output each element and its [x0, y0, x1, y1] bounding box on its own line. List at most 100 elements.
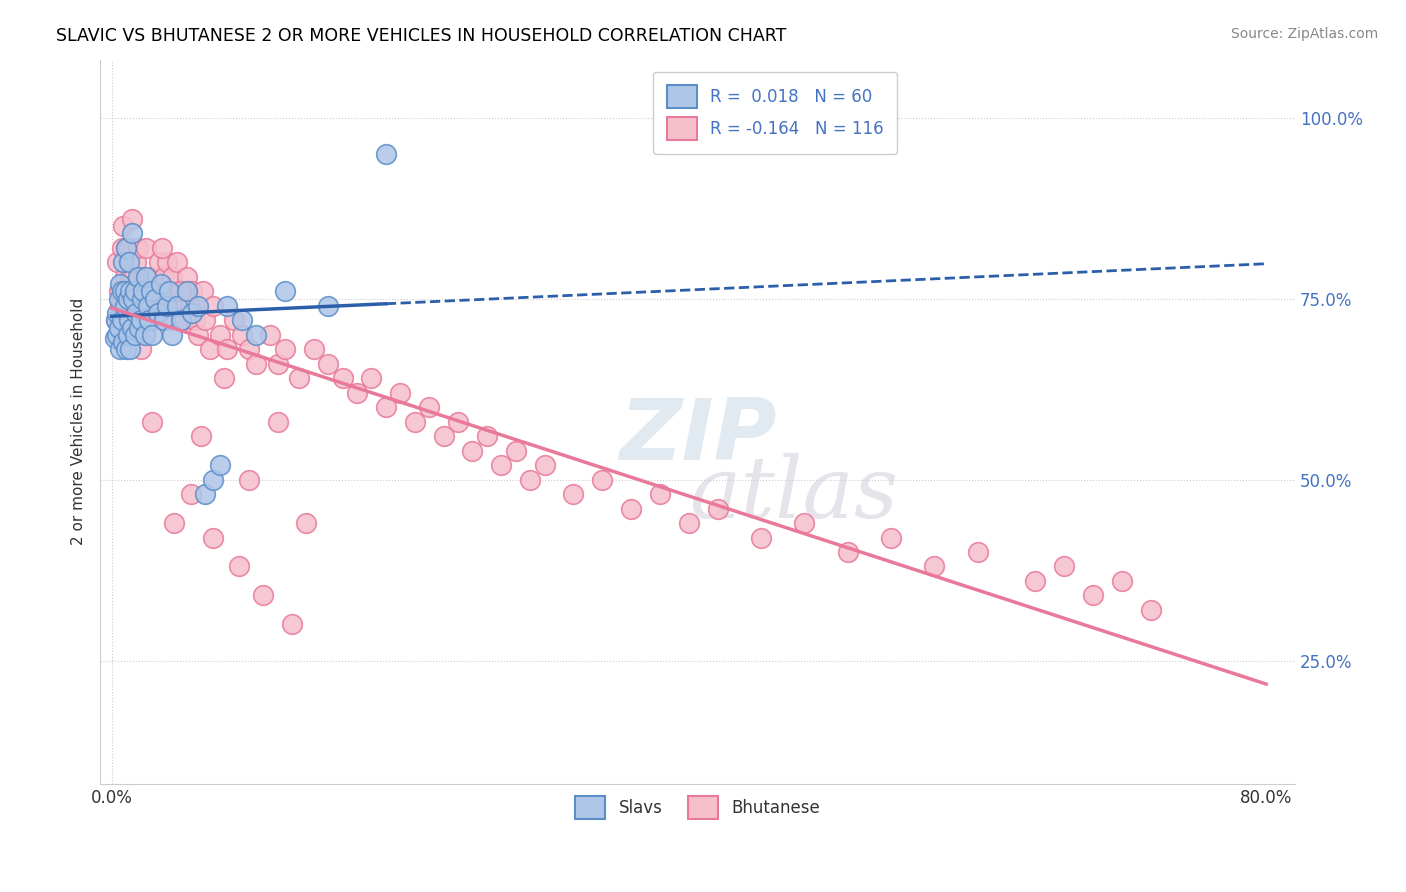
Point — [139, 269, 162, 284]
Point — [169, 285, 191, 299]
Point — [224, 313, 246, 327]
Point — [112, 327, 135, 342]
Point — [166, 299, 188, 313]
Point — [245, 327, 267, 342]
Point — [103, 331, 125, 345]
Point — [135, 269, 157, 284]
Point — [110, 299, 132, 313]
Point — [115, 343, 138, 357]
Point — [111, 241, 134, 255]
Point — [194, 487, 217, 501]
Point — [150, 313, 173, 327]
Point — [1081, 589, 1104, 603]
Point — [231, 327, 253, 342]
Point — [112, 255, 135, 269]
Point — [143, 285, 166, 299]
Point — [170, 313, 193, 327]
Point — [155, 299, 177, 313]
Point — [120, 343, 142, 357]
Point — [163, 516, 186, 530]
Point — [114, 269, 136, 284]
Point — [302, 343, 325, 357]
Point — [1024, 574, 1046, 588]
Point — [141, 327, 163, 342]
Point — [212, 371, 235, 385]
Point — [591, 473, 613, 487]
Point — [129, 343, 152, 357]
Point — [447, 415, 470, 429]
Text: ZIP: ZIP — [619, 394, 776, 477]
Point — [118, 313, 141, 327]
Point — [374, 400, 396, 414]
Point — [1053, 559, 1076, 574]
Point — [208, 327, 231, 342]
Point — [120, 285, 142, 299]
Point — [149, 277, 172, 291]
Point — [111, 313, 134, 327]
Point — [125, 306, 148, 320]
Point — [152, 313, 174, 327]
Point — [201, 531, 224, 545]
Point — [115, 241, 138, 255]
Point — [707, 501, 730, 516]
Point — [117, 327, 139, 342]
Point — [162, 327, 184, 342]
Point — [176, 285, 198, 299]
Point — [127, 269, 149, 284]
Text: Source: ZipAtlas.com: Source: ZipAtlas.com — [1230, 27, 1378, 41]
Point — [165, 299, 187, 313]
Point — [128, 320, 150, 334]
Point — [793, 516, 815, 530]
Point — [153, 299, 176, 313]
Point — [217, 343, 239, 357]
Point — [127, 241, 149, 255]
Point — [112, 334, 135, 349]
Point — [281, 617, 304, 632]
Point — [190, 429, 212, 443]
Point — [191, 285, 214, 299]
Point — [110, 343, 132, 357]
Point — [160, 313, 183, 327]
Point — [125, 255, 148, 269]
Point — [149, 285, 172, 299]
Point — [115, 285, 138, 299]
Point — [155, 255, 177, 269]
Point — [181, 285, 204, 299]
Point — [110, 277, 132, 291]
Point — [678, 516, 700, 530]
Point — [259, 327, 281, 342]
Point — [129, 313, 152, 327]
Point — [198, 343, 221, 357]
Point — [201, 299, 224, 313]
Point — [127, 285, 149, 299]
Point — [108, 292, 131, 306]
Point — [108, 320, 131, 334]
Point — [201, 473, 224, 487]
Point — [245, 357, 267, 371]
Point — [141, 313, 163, 327]
Point — [519, 473, 541, 487]
Point — [184, 313, 207, 327]
Point — [316, 299, 339, 313]
Point — [966, 545, 988, 559]
Point — [170, 285, 193, 299]
Point — [461, 443, 484, 458]
Point — [124, 299, 146, 313]
Point — [152, 269, 174, 284]
Point — [880, 531, 903, 545]
Point — [122, 269, 145, 284]
Point — [187, 327, 209, 342]
Point — [131, 299, 153, 313]
Point — [181, 306, 204, 320]
Point — [346, 385, 368, 400]
Point — [139, 285, 162, 299]
Point — [115, 241, 138, 255]
Point — [316, 357, 339, 371]
Point — [749, 531, 772, 545]
Point — [217, 299, 239, 313]
Point — [136, 299, 159, 313]
Point — [124, 285, 146, 299]
Point — [187, 299, 209, 313]
Point — [176, 269, 198, 284]
Legend: Slavs, Bhutanese: Slavs, Bhutanese — [569, 789, 827, 826]
